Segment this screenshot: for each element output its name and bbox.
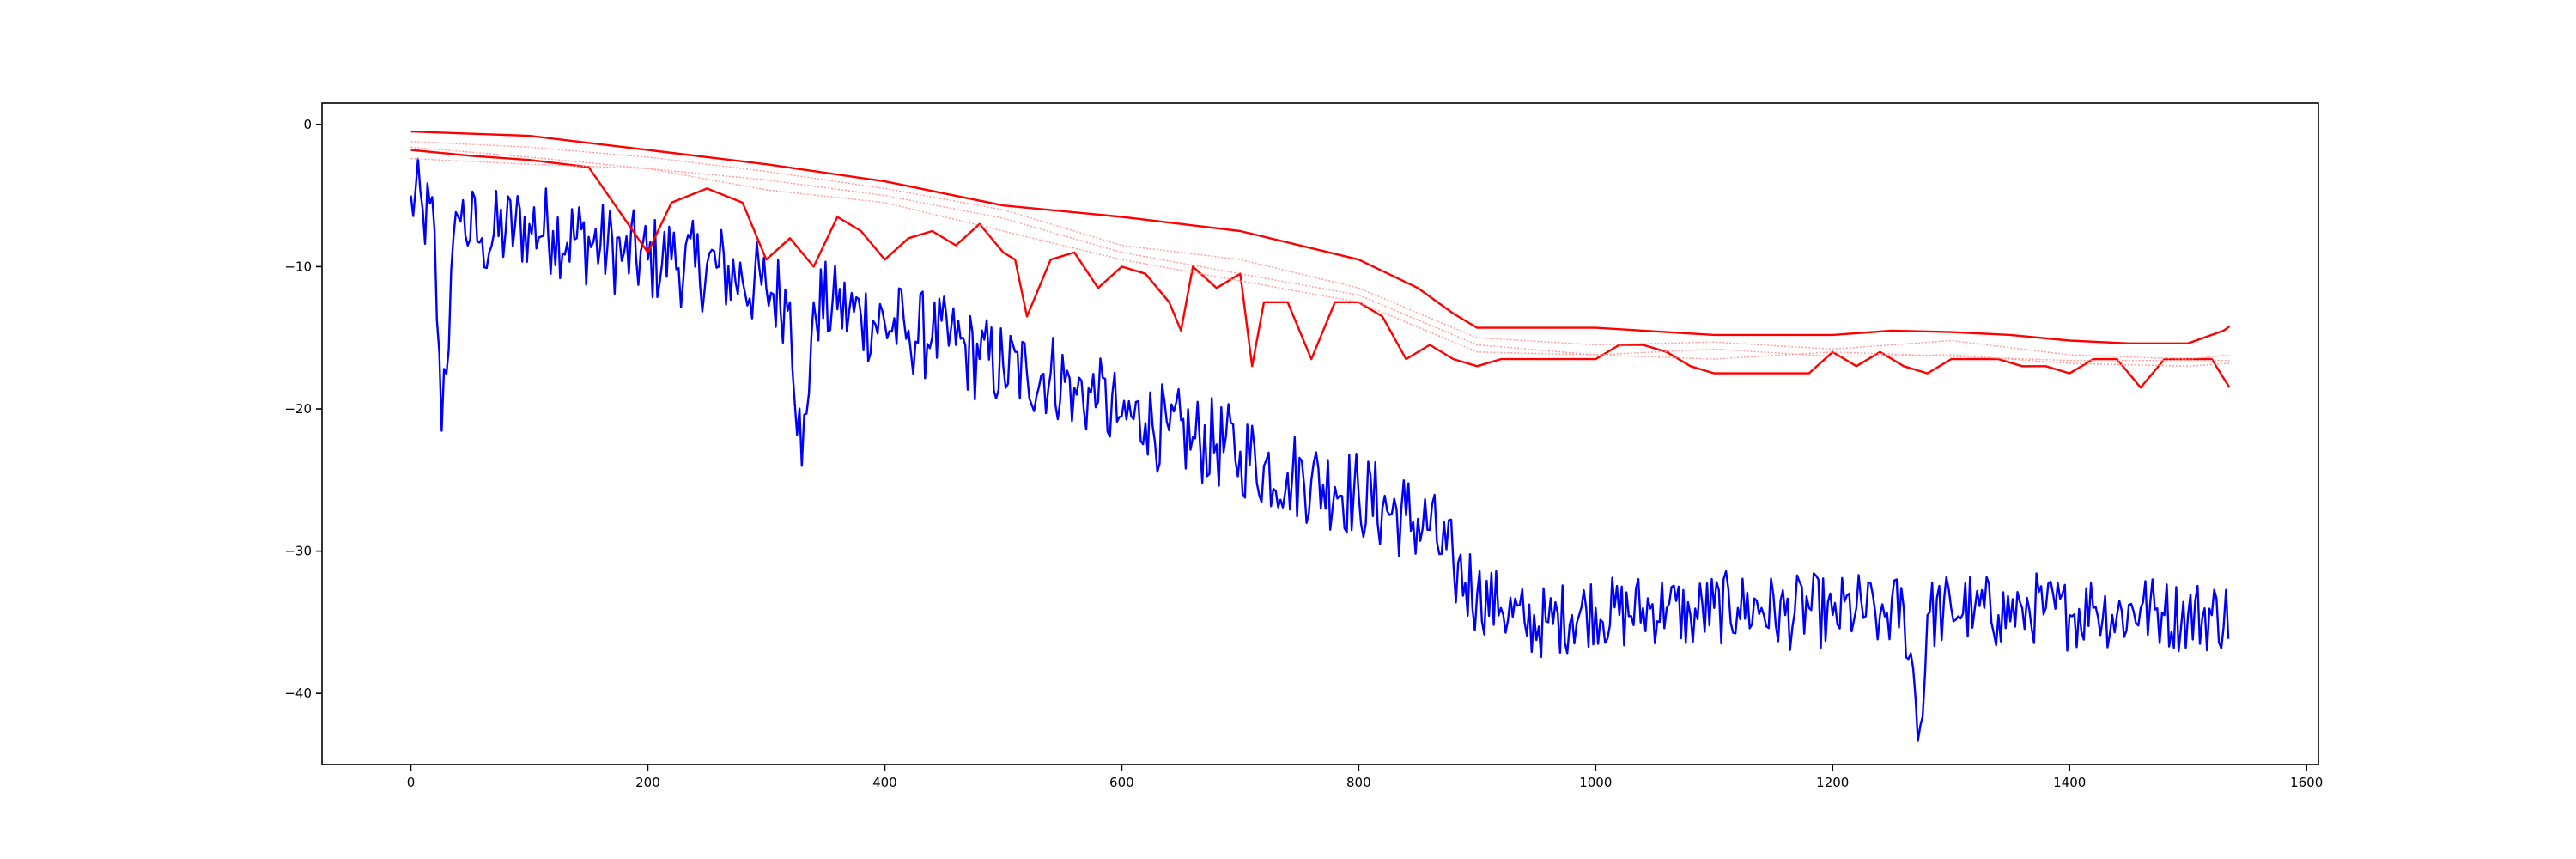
series-line-1: [410, 157, 2230, 742]
y-tick-label: −10: [284, 259, 312, 274]
x-tick-label: 1000: [1579, 775, 1612, 790]
x-tick-label: 800: [1346, 775, 1371, 790]
series-line-4: [410, 141, 2230, 360]
x-tick-label: 600: [1109, 775, 1134, 790]
series-line-5: [410, 157, 2230, 362]
y-tick-label: −30: [284, 544, 312, 559]
series-layer: [410, 130, 2231, 742]
x-tick-label: 400: [872, 775, 897, 790]
series-line-2: [410, 130, 2231, 344]
plot-area-frame: [321, 102, 2319, 765]
y-tick-label: 0: [303, 117, 312, 132]
series-line-6: [410, 146, 2230, 367]
series-line-3: [410, 149, 2231, 389]
x-tick-label: 1600: [2290, 775, 2323, 790]
x-tick-label: 1200: [1816, 775, 1849, 790]
x-tick-label: 200: [635, 775, 660, 790]
y-tick-label: −20: [284, 401, 312, 417]
x-tick-label: 0: [407, 775, 416, 790]
x-tick-label: 1400: [2053, 775, 2086, 790]
tick-layer: 0 200 400 600 800 1000 1200 1400 1600 0 −10 −20 −30 −…: [284, 117, 2323, 790]
y-tick-label: −40: [284, 685, 312, 701]
